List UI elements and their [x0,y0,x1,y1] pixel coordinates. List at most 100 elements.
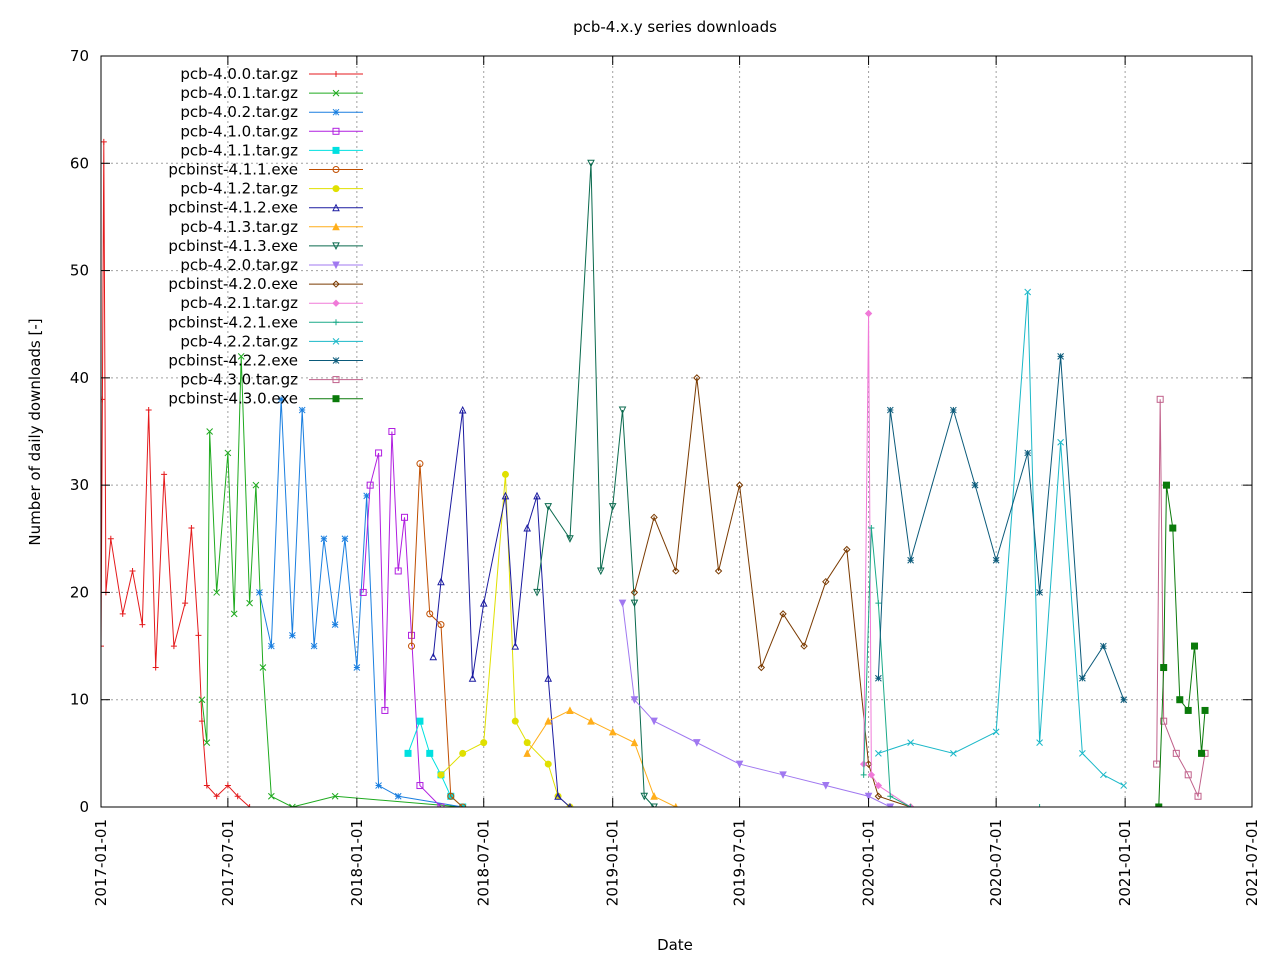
data-point [459,803,467,807]
data-point [1120,696,1128,704]
y-axis-label: Number of daily downloads [-] [26,318,44,545]
data-point [523,523,532,532]
legend-entry: pcb-4.0.2.tar.gz [180,103,363,121]
data-point [875,600,882,607]
data-point [170,643,177,650]
legend-label: pcb-4.0.1.tar.gz [180,84,298,102]
data-point [1201,706,1209,714]
y-tick-label: 70 [70,47,89,65]
data-point [145,407,152,414]
data-point [213,589,221,596]
data-point [246,804,253,807]
data-point [608,727,617,736]
legend-marker [333,71,339,77]
data-point [864,760,873,768]
legend-label: pcb-4.3.0.tar.gz [180,371,298,389]
data-point [437,771,445,779]
series-line [407,719,464,807]
data-point [511,641,520,650]
data-point [353,664,361,671]
series-line [877,356,1125,700]
data-point [320,535,328,543]
data-point [874,792,883,800]
legend-marker [332,395,340,403]
data-point [630,696,639,704]
series-line [863,528,1040,807]
data-point [875,750,882,757]
data-point [331,621,339,628]
data-point [447,792,455,800]
data-point [608,503,617,511]
data-point [950,406,957,414]
data-point [206,428,214,435]
legend-entry: pcbinst-4.1.1.exe [168,161,363,179]
data-point [544,717,553,725]
data-point [459,749,467,757]
data-point [523,749,532,757]
legend-entry: pcb-4.1.3.tar.gz [180,218,363,236]
data-point [1036,589,1043,596]
data-point [875,674,882,682]
legend-entry: pcbinst-4.3.0.exe [168,390,363,408]
data-point [129,567,136,574]
data-point [618,406,627,415]
series-pcbinst-4-3-0-exe [1155,481,1209,807]
data-point [426,749,434,757]
series-pcb-4-1-0-tar-gz [359,428,445,807]
series-pcbinst-4-1-1-exe [408,460,467,807]
legend-marker [332,242,340,251]
data-point [822,577,830,586]
legend-entry: pcb-4.2.0.tar.gz [180,256,363,274]
data-point [310,642,318,650]
data-point [230,610,238,618]
data-point [1169,524,1177,532]
data-point [1100,771,1107,779]
plot-frame [100,55,1253,808]
data-point [950,750,957,757]
legend-marker [332,127,340,135]
series-line [362,431,442,807]
data-point [587,717,595,725]
series-line [622,603,891,807]
x-tick-label: 2020-01-01 [860,819,878,906]
data-point [213,793,220,800]
axis-ticks: 0 10 20 30 40 50 60 70 2017-01-01 2017-07-01 2018-… [70,47,1261,906]
data-point [224,782,231,789]
data-point [1194,792,1202,800]
data-point [554,792,562,800]
legend-entry: pcbinst-4.2.0.exe [168,275,363,293]
data-point [630,588,639,597]
data-point [673,802,678,807]
legend-entry: pcb-4.1.0.tar.gz [180,122,363,140]
data-point [860,771,867,778]
data-point [93,793,99,799]
legend-marker [332,376,340,384]
y-tick-label: 10 [70,691,89,709]
data-point [188,525,195,532]
legend-label: pcbinst-4.2.2.exe [168,352,298,370]
data-point [381,706,389,714]
data-point [1176,696,1184,704]
data-point [363,492,371,500]
legend-entry: pcb-4.0.0.tar.gz [180,65,363,83]
series-line [1158,485,1206,807]
series-pcb-4-3-0-tar-gz [1153,395,1209,800]
series-line [411,463,464,807]
data-point [1191,642,1199,650]
data-point [992,556,1000,564]
series-pcbinst-4-1-3-exe [533,159,658,807]
data-point [587,159,595,168]
data-point [779,771,787,779]
series-line [526,709,677,807]
data-point [1079,750,1086,757]
data-point [821,782,830,790]
legend: pcb-4.0.0.tar.gzpcb-4.0.1.tar.gzpcb-4.0.… [168,65,363,408]
legend-marker [332,203,340,212]
data-point [437,803,445,807]
data-point [693,739,701,747]
legend-entry: pcbinst-4.1.3.exe [168,237,363,255]
data-point [566,706,574,714]
series-pcb-4-0-0-tar-gz [93,138,253,807]
data-point [256,589,263,596]
data-point [139,621,146,628]
